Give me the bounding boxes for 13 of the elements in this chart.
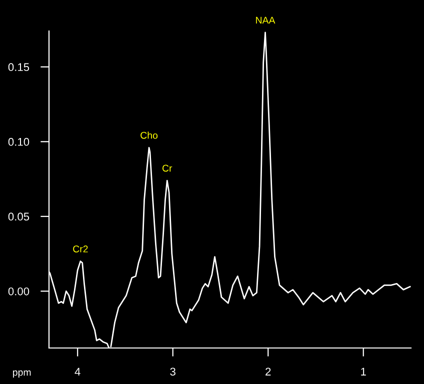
- y-tick-label: 0.10: [8, 138, 30, 146]
- annotation: Cho: [140, 132, 158, 139]
- y-tick-label: 0.15: [8, 63, 30, 72]
- x-tick-label: 3: [170, 368, 176, 376]
- x-tick-label: 4: [74, 368, 80, 376]
- x-tick-label: 2: [266, 368, 271, 376]
- annotation: NAA: [256, 16, 276, 24]
- x-tick-label: 1: [361, 368, 366, 376]
- annotation: Cr2: [73, 246, 88, 252]
- x-axis-title: ppm: [13, 370, 31, 378]
- y-tick-label: 0.05: [8, 212, 30, 221]
- y-tick-label: 0.00: [8, 287, 30, 296]
- annotation: Cr: [162, 164, 172, 172]
